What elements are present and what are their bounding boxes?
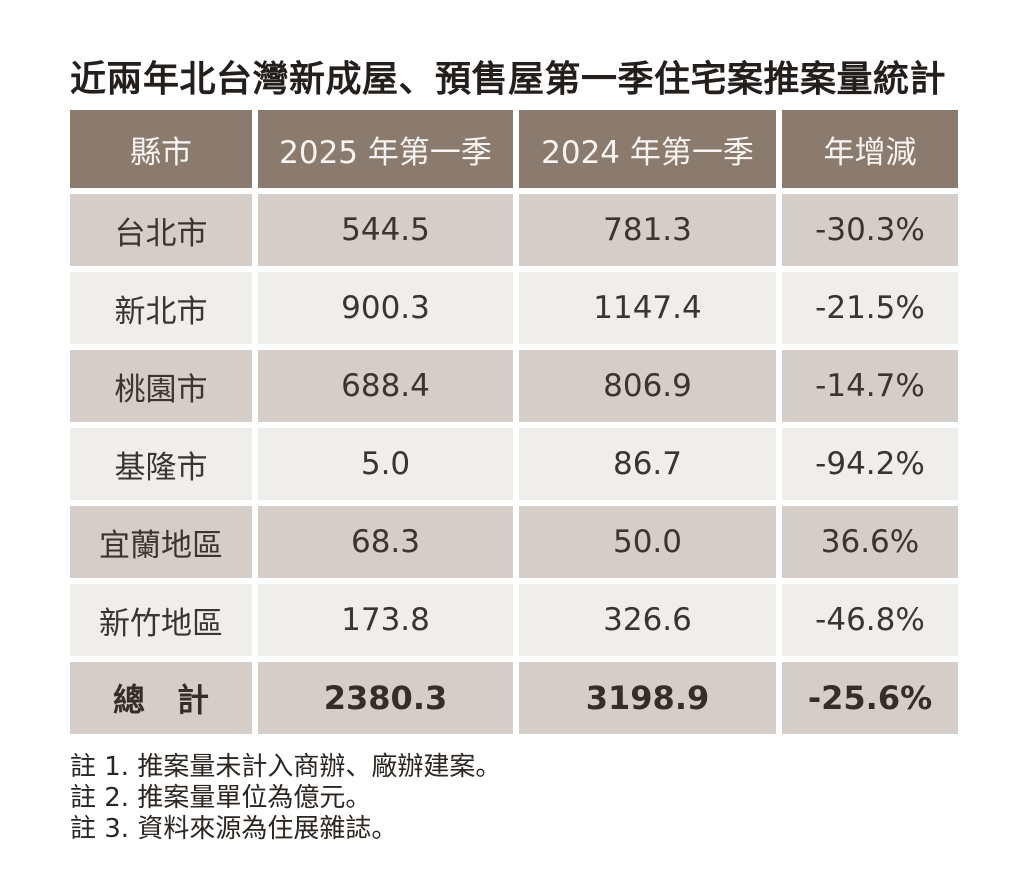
table-row-newtaipei: 新北市 900.3 1147.4 -21.5% <box>70 272 958 344</box>
cell-city: 宜蘭地區 <box>70 506 252 578</box>
cell-2025-value: 544.5 <box>258 194 513 266</box>
cell-yoy-value: -94.2% <box>782 428 958 500</box>
table-row-hsinchu: 新竹地區 173.8 326.6 -46.8% <box>70 584 958 656</box>
footnote-1: 註 1. 推案量未計入商辦、廠辦建案。 <box>70 752 502 782</box>
cell-2025-value: 688.4 <box>258 350 513 422</box>
header-cell-yoy: 年增減 <box>782 110 958 188</box>
cell-city: 新竹地區 <box>70 584 252 656</box>
cell-yoy-value: -21.5% <box>782 272 958 344</box>
cell-city: 台北市 <box>70 194 252 266</box>
table-row-yilan: 宜蘭地區 68.3 50.0 36.6% <box>70 506 958 578</box>
page-title: 近兩年北台灣新成屋、預售屋第一季住宅案推案量統計 <box>70 59 947 100</box>
table-row-taoyuan: 桃園市 688.4 806.9 -14.7% <box>70 350 958 422</box>
cell-2025-value: 5.0 <box>258 428 513 500</box>
cell-2025-value: 173.8 <box>258 584 513 656</box>
header-cell-2024-q1: 2024 年第一季 <box>519 110 776 188</box>
footnote-2: 註 2. 推案量單位為億元。 <box>70 783 372 813</box>
cell-2024-value: 806.9 <box>519 350 776 422</box>
stats-table: 縣市 2025 年第一季 2024 年第一季 年增減 台北市 544.5 781… <box>64 104 964 740</box>
footnote-3: 註 3. 資料來源為住展雜誌。 <box>70 814 398 844</box>
cell-2024-value: 781.3 <box>519 194 776 266</box>
cell-yoy-value: -46.8% <box>782 584 958 656</box>
table-row-keelung: 基隆市 5.0 86.7 -94.2% <box>70 428 958 500</box>
header-cell-2025-q1: 2025 年第一季 <box>258 110 513 188</box>
table-header-row: 縣市 2025 年第一季 2024 年第一季 年增減 <box>70 110 958 188</box>
cell-2024-value: 1147.4 <box>519 272 776 344</box>
cell-2024-value: 50.0 <box>519 506 776 578</box>
table-row-total: 總 計 2380.3 3198.9 -25.6% <box>70 662 958 734</box>
cell-yoy-value: -14.7% <box>782 350 958 422</box>
cell-city: 基隆市 <box>70 428 252 500</box>
cell-city: 新北市 <box>70 272 252 344</box>
cell-city: 桃園市 <box>70 350 252 422</box>
header-cell-city: 縣市 <box>70 110 252 188</box>
cell-total-2025: 2380.3 <box>258 662 513 734</box>
cell-2024-value: 326.6 <box>519 584 776 656</box>
cell-total-label: 總 計 <box>70 662 252 734</box>
cell-2024-value: 86.7 <box>519 428 776 500</box>
cell-total-yoy: -25.6% <box>782 662 958 734</box>
cell-yoy-value: 36.6% <box>782 506 958 578</box>
cell-yoy-value: -30.3% <box>782 194 958 266</box>
cell-total-2024: 3198.9 <box>519 662 776 734</box>
table-row-taipei: 台北市 544.5 781.3 -30.3% <box>70 194 958 266</box>
cell-2025-value: 68.3 <box>258 506 513 578</box>
cell-2025-value: 900.3 <box>258 272 513 344</box>
footnotes: 註 1. 推案量未計入商辦、廠辦建案。 註 2. 推案量單位為億元。 註 3. … <box>70 752 1024 845</box>
